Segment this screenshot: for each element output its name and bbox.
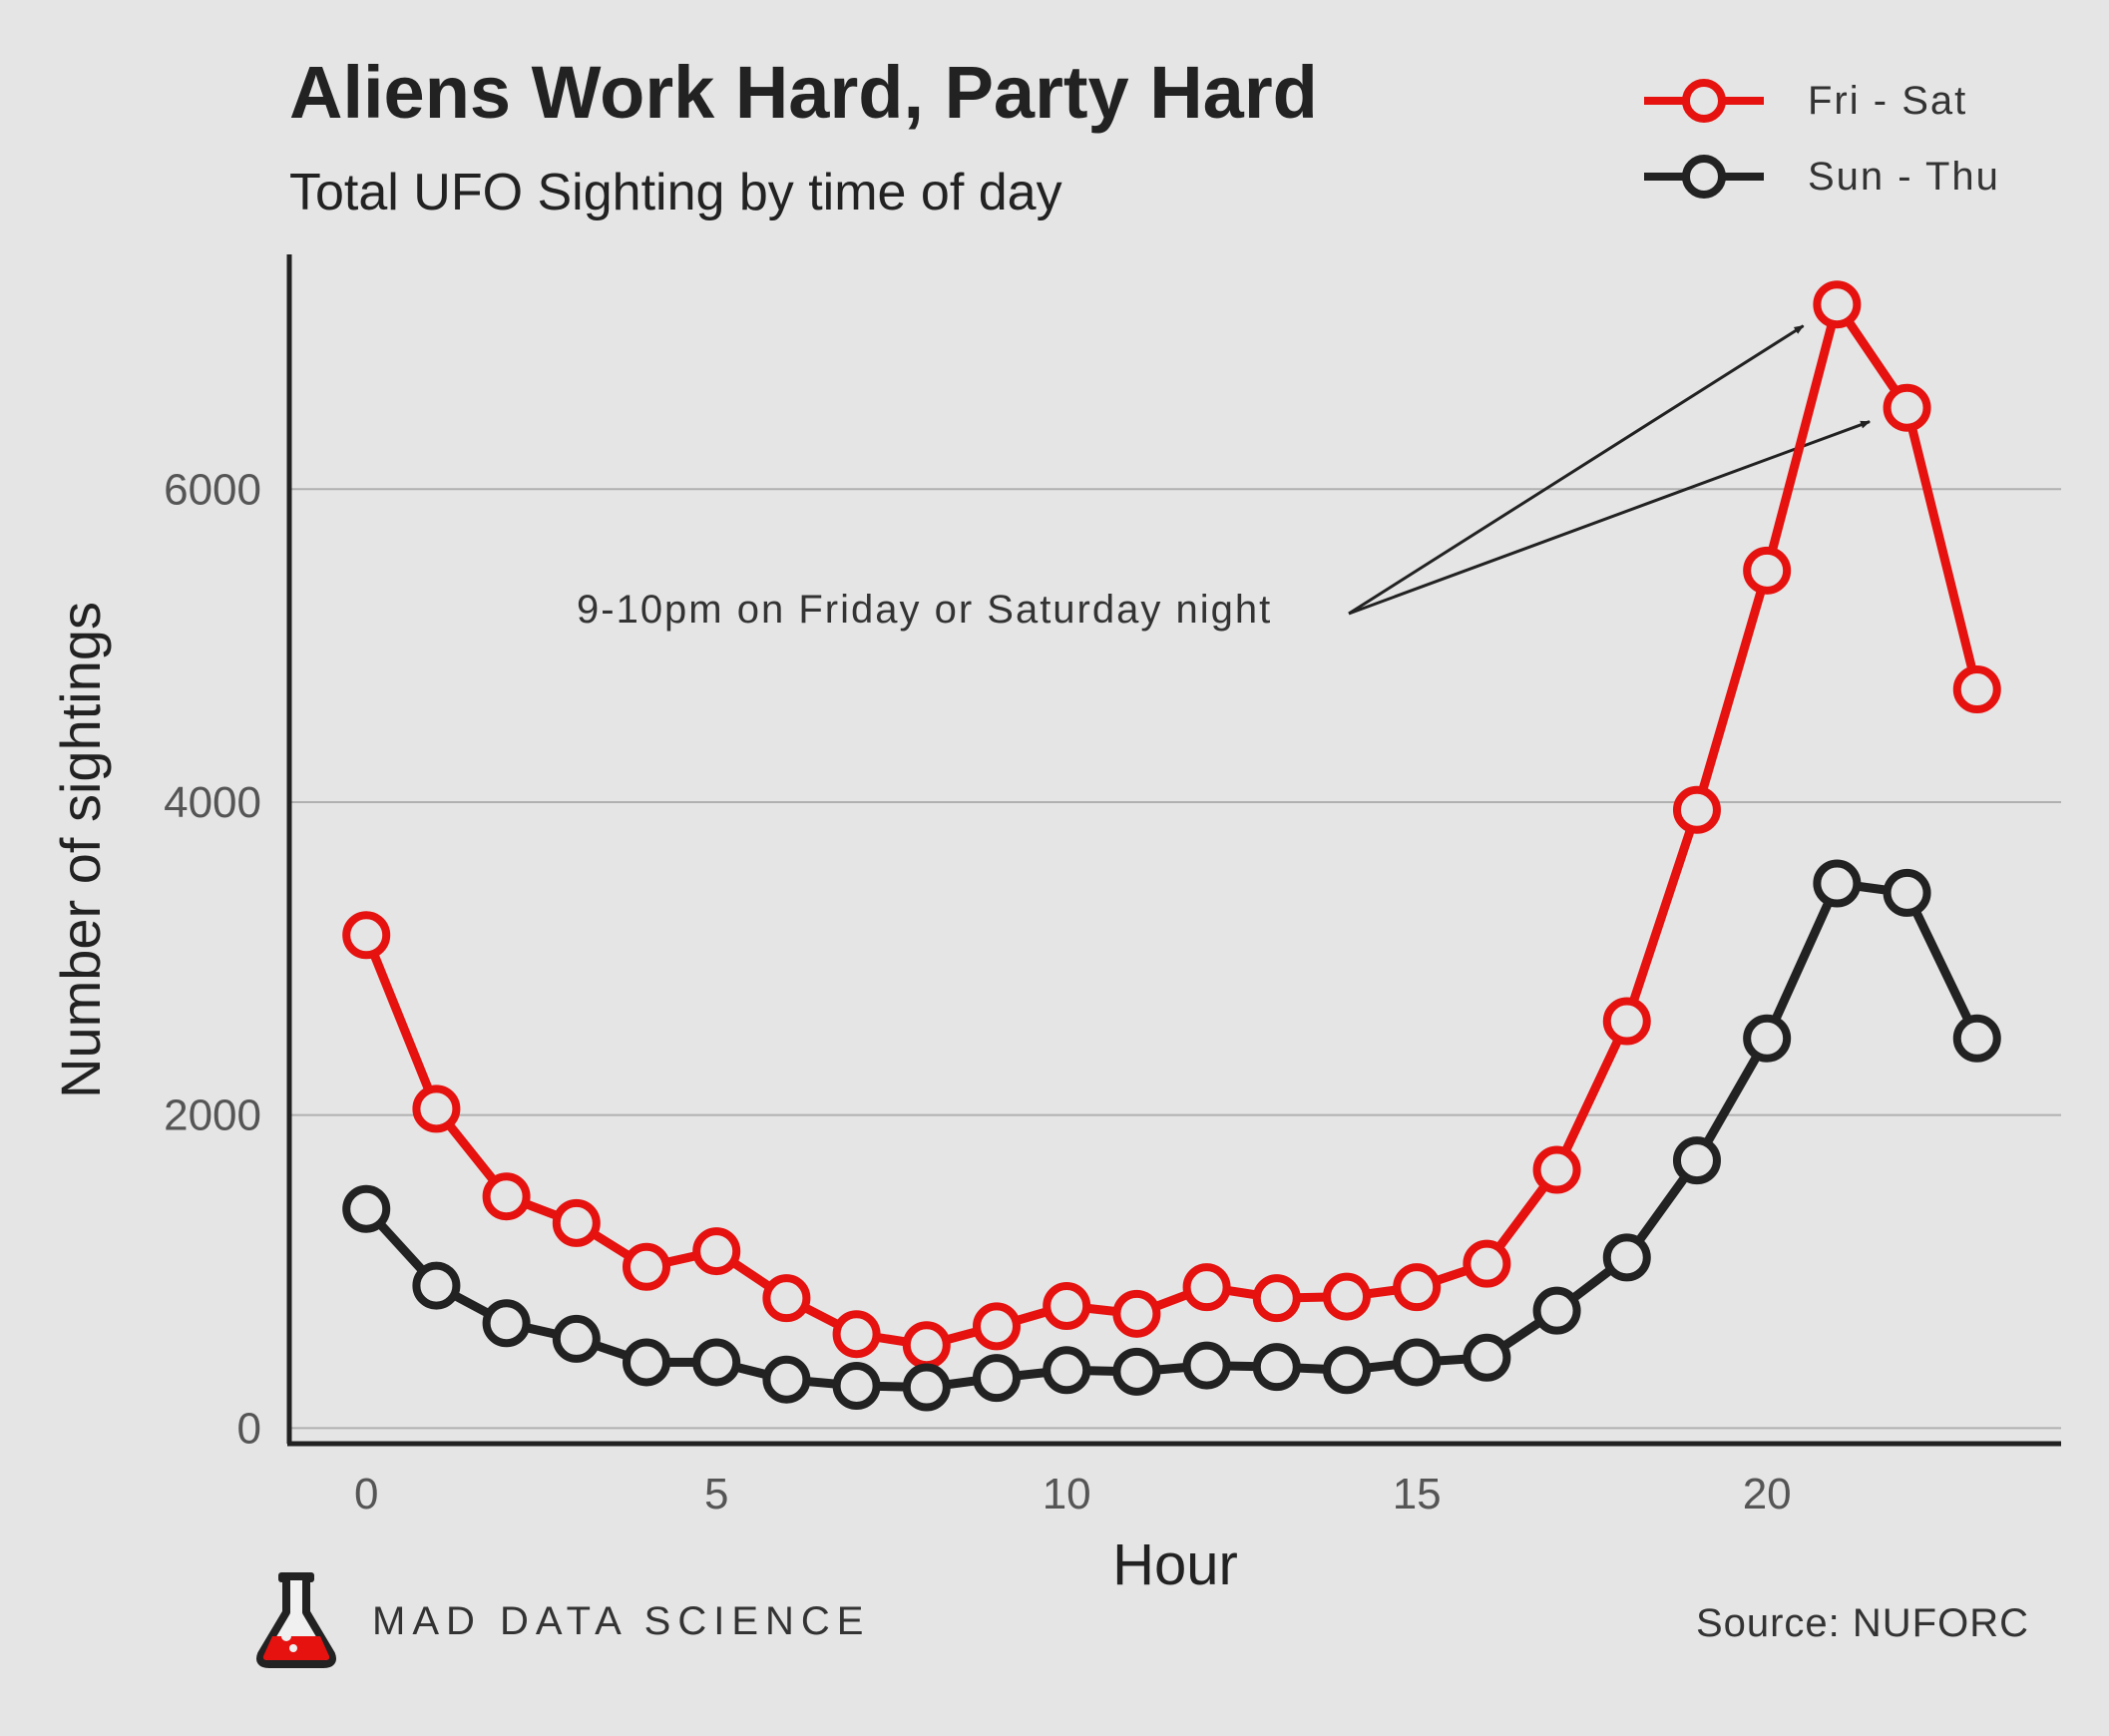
series-fri-sat — [342, 280, 2001, 1370]
data-point — [1883, 383, 1931, 432]
data-point — [972, 1302, 1021, 1351]
legend-item-fri-sat: Fri - Sat — [1644, 79, 1967, 123]
data-point — [1252, 1343, 1301, 1392]
data-point — [692, 1338, 741, 1387]
data-point — [342, 1184, 391, 1233]
data-series — [342, 280, 2001, 1412]
annotation-text: 9-10pm on Friday or Saturday night — [577, 588, 1272, 632]
data-point — [972, 1354, 1021, 1403]
axes: 0 2000 4000 6000 0 5 10 15 20 — [164, 254, 2061, 1519]
data-point — [832, 1361, 881, 1410]
data-point — [412, 1085, 461, 1133]
legend-swatch-marker — [1682, 79, 1726, 123]
data-point — [1743, 546, 1792, 595]
data-point — [623, 1242, 671, 1291]
data-point — [1813, 280, 1862, 329]
legend-label-sun-thu: Sun - Thu — [1808, 155, 2000, 199]
gridlines — [289, 488, 2061, 1430]
chart-subtitle: Total UFO Sighting by time of day — [289, 164, 1062, 221]
data-point — [1672, 785, 1721, 834]
y-tick-label: 0 — [237, 1404, 261, 1453]
data-point — [1322, 1346, 1371, 1395]
data-point — [1182, 1341, 1231, 1390]
annotation-arrow — [1348, 324, 1805, 616]
y-tick-label: 6000 — [164, 465, 261, 514]
annotation — [1348, 324, 1871, 616]
series-line — [361, 299, 1982, 1350]
data-point — [1952, 665, 2001, 714]
data-point — [1602, 997, 1651, 1046]
legend: Fri - Sat Sun - Thu — [1644, 79, 2000, 199]
data-point — [1952, 1014, 2001, 1063]
data-point — [1043, 1281, 1091, 1330]
series-line — [361, 879, 1982, 1392]
data-point — [1813, 859, 1862, 908]
data-point — [412, 1261, 461, 1310]
legend-item-sun-thu: Sun - Thu — [1644, 155, 2000, 199]
data-point — [552, 1314, 601, 1363]
series-sun-thu — [342, 859, 2001, 1412]
annotation-arrow — [1348, 420, 1871, 616]
data-point — [342, 911, 391, 960]
source-note: Source: NUFORC — [1696, 1601, 2029, 1645]
x-tick-label: 10 — [1043, 1470, 1091, 1519]
chart-title: Aliens Work Hard, Party Hard — [289, 51, 1318, 134]
x-axis-label: Hour — [1112, 1532, 1238, 1597]
data-point — [1463, 1333, 1511, 1382]
legend-swatch-marker — [1682, 155, 1726, 199]
data-point — [623, 1338, 671, 1387]
data-point — [762, 1274, 811, 1323]
data-point — [482, 1299, 531, 1348]
data-point — [1393, 1338, 1442, 1387]
data-point — [1883, 868, 1931, 917]
data-point — [1532, 1286, 1581, 1335]
data-point — [1322, 1272, 1371, 1321]
y-tick-label: 2000 — [164, 1091, 261, 1140]
y-tick-label: 4000 — [164, 778, 261, 827]
data-point — [1252, 1274, 1301, 1323]
data-point — [1602, 1233, 1651, 1282]
data-point — [902, 1321, 951, 1370]
data-point — [1393, 1263, 1442, 1312]
data-point — [832, 1310, 881, 1359]
data-point — [1043, 1346, 1091, 1395]
data-point — [1182, 1263, 1231, 1312]
data-point — [482, 1172, 531, 1221]
x-tick-label: 15 — [1393, 1470, 1442, 1519]
data-point — [1463, 1239, 1511, 1288]
data-point — [1743, 1014, 1792, 1063]
data-point — [1672, 1136, 1721, 1185]
y-axis-label: Number of sightings — [49, 602, 112, 1098]
data-point — [1532, 1145, 1581, 1194]
legend-label-fri-sat: Fri - Sat — [1808, 79, 1967, 123]
data-point — [902, 1363, 951, 1412]
data-point — [692, 1227, 741, 1276]
data-point — [1112, 1289, 1161, 1338]
data-point — [1112, 1347, 1161, 1396]
x-tick-label: 20 — [1743, 1470, 1792, 1519]
x-tick-label: 0 — [354, 1470, 378, 1519]
data-point — [552, 1198, 601, 1247]
flask-icon — [256, 1572, 336, 1668]
brand-name: MAD DATA SCIENCE — [372, 1599, 870, 1643]
x-tick-label: 5 — [704, 1470, 728, 1519]
data-point — [762, 1355, 811, 1404]
